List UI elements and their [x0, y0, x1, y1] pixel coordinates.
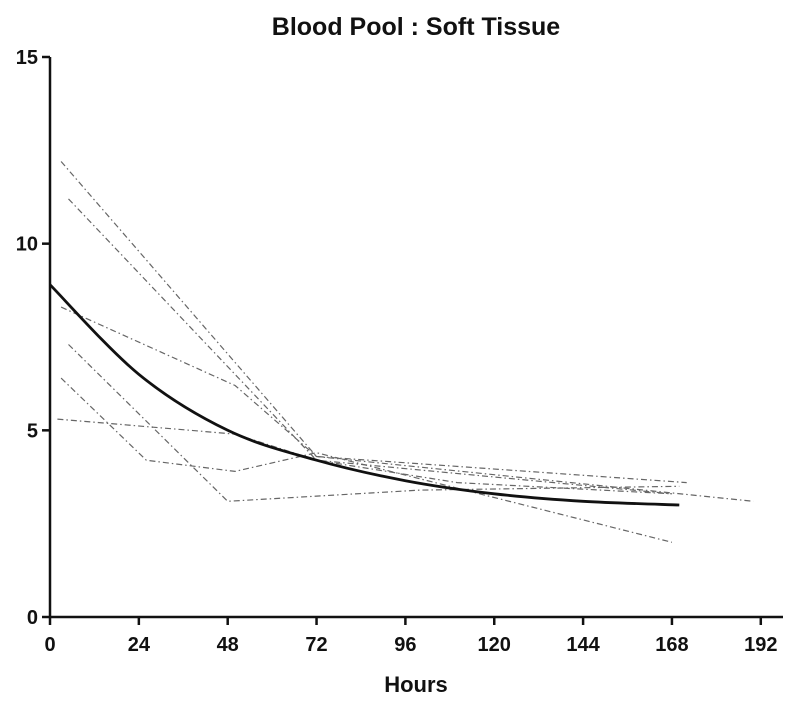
x-tick-label: 72: [305, 634, 327, 656]
series-line-2: [68, 198, 672, 495]
x-axis-title: Hours: [384, 672, 448, 697]
dashed-series-lines: [57, 161, 754, 543]
axis-ticks: 0 24 48 72 96 120 144 168 192 0 5 10 15: [16, 47, 778, 656]
x-tick-label: 192: [744, 634, 777, 656]
y-tick-label: 0: [27, 607, 38, 629]
fit-curve-group: [49, 283, 680, 507]
x-tick-label: 0: [44, 634, 55, 656]
series-line-5: [60, 377, 673, 543]
series-line-3: [60, 306, 754, 502]
series-line-4: [68, 344, 680, 502]
x-tick-label: 120: [478, 634, 511, 656]
chart-title: Blood Pool : Soft Tissue: [272, 13, 561, 41]
x-tick-label: 96: [394, 634, 416, 656]
series-line-6: [57, 418, 672, 495]
x-tick-label: 48: [217, 634, 239, 656]
fit-curve: [49, 283, 680, 507]
series-line-1: [60, 161, 687, 484]
x-tick-label: 24: [128, 634, 151, 656]
y-tick-label: 10: [16, 234, 38, 256]
y-tick-label: 15: [16, 47, 38, 69]
y-tick-label: 5: [27, 420, 38, 442]
x-tick-label: 168: [655, 634, 688, 656]
x-tick-label: 144: [566, 634, 600, 656]
